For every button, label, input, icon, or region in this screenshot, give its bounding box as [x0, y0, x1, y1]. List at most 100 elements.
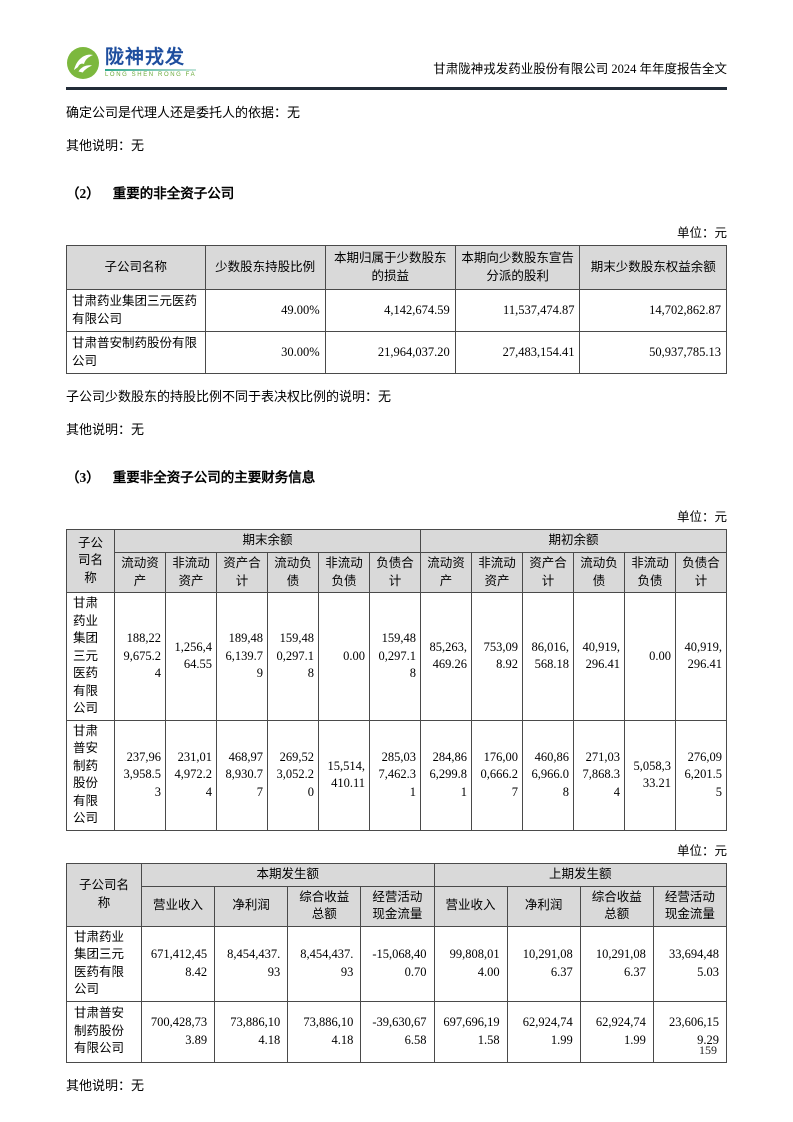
value-cell: 159,480,297.18 — [267, 592, 319, 721]
value-cell: 10,291,086.37 — [506, 925, 581, 1002]
col-header: 经营活动现金流量 — [360, 885, 435, 927]
unit-label-2: 单位：元 — [676, 510, 727, 524]
group-header-current: 本期发生额 — [141, 862, 435, 887]
value-cell: 276,096,201.55 — [675, 719, 727, 831]
section-3-title: 重要非全资子公司的主要财务信息 — [112, 470, 316, 485]
sub-header-row: 流动资产 非流动资产 资产合计 流动负债 非流动负债 负债合计 流动资产 非流动… — [67, 552, 727, 593]
col-header: 非流动资产 — [165, 552, 217, 593]
brand-logo-icon — [67, 47, 99, 79]
document-title: 甘肃陇神戎发药业股份有限公司 2024 年年度报告全文 — [433, 62, 727, 76]
value-cell: 188,229,675.24 — [114, 592, 166, 721]
other-note-line-2: 其他说明：无 — [66, 421, 145, 437]
group-header-beginning: 期初余额 — [420, 529, 727, 553]
value-cell: 15,514,410.11 — [318, 719, 370, 831]
col-header: 期末少数股东权益余额 — [579, 245, 727, 290]
table-row: 甘肃普安制药股份有限公司 30.00% 21,964,037.20 27,483… — [66, 331, 727, 374]
group-header-prior: 上期发生额 — [433, 862, 727, 887]
value-cell: 73,886,104.18 — [287, 1000, 362, 1063]
other-note-line-1: 其他说明：无 — [66, 137, 145, 153]
col-header: 子公司名称 — [66, 245, 206, 290]
col-header: 负债合计 — [675, 552, 727, 593]
value-cell: 189,486,139.79 — [216, 592, 268, 721]
corner-header: 子公司名称 — [66, 862, 142, 927]
col-header: 流动资产 — [114, 552, 166, 593]
value-cell: -39,630,676.58 — [360, 1000, 435, 1063]
table-row: 甘肃药业集团三元医药有限公司 671,412,458.42 8,454,437.… — [66, 925, 728, 1002]
col-header: 非流动资产 — [471, 552, 523, 593]
value-cell: 284,866,299.81 — [420, 719, 472, 831]
section-2-heading: （2） 重要的非全资子公司 — [66, 182, 727, 202]
subsidiary-name: 甘肃普安制药股份有限公司 — [66, 1000, 142, 1063]
col-header: 本期归属于少数股东的损益 — [324, 245, 456, 290]
subsidiary-name: 甘肃普安制药股份有限公司 — [66, 331, 206, 374]
value-cell: 21,964,037.20 — [324, 331, 456, 374]
value-cell: 62,924,741.99 — [506, 1000, 581, 1063]
value-cell: 8,454,437.93 — [214, 925, 289, 1002]
value-cell: 700,428,733.89 — [140, 1000, 216, 1063]
value-cell: 86,016,568.18 — [522, 592, 574, 721]
value-cell: 5,058,333.21 — [624, 719, 676, 831]
section-2-number: （2） — [66, 186, 100, 201]
col-header: 营业收入 — [140, 885, 216, 927]
col-header: 净利润 — [506, 885, 581, 927]
value-cell: -15,068,400.70 — [360, 925, 435, 1002]
table-row: 甘肃普安制药股份有限公司 700,428,733.89 73,886,104.1… — [66, 1000, 728, 1063]
col-header: 流动资产 — [420, 552, 472, 593]
brand-underline — [105, 69, 197, 71]
group-header-row: 子公司名称 期末余额 期初余额 — [66, 529, 727, 593]
value-cell: 99,808,014.00 — [433, 925, 508, 1002]
sub-header-row: 营业收入 净利润 综合收益总额 经营活动现金流量 营业收入 净利润 综合收益总额… — [67, 885, 728, 927]
unit-label-1: 单位：元 — [676, 226, 727, 240]
page-number: 159 — [699, 1043, 717, 1057]
value-cell: 23,606,159.29 — [652, 1000, 728, 1063]
section-2-title: 重要的非全资子公司 — [112, 186, 235, 201]
balance-sheet-table: 子公司名称 期末余额 期初余额 流动资产 非流动资产 资产合计 流动负债 非流动… — [66, 529, 727, 831]
col-header: 本期向少数股东宣告分派的股利 — [454, 245, 581, 290]
value-cell: 50,937,785.13 — [579, 331, 727, 374]
value-cell: 40,919,296.41 — [573, 592, 625, 721]
value-cell: 33,694,485.03 — [652, 925, 728, 1002]
value-cell: 159,480,297.18 — [369, 592, 421, 721]
voting-ratio-note: 子公司少数股东的持股比例不同于表决权比例的说明：无 — [66, 389, 392, 404]
col-header: 流动负债 — [267, 552, 319, 593]
value-cell: 176,000,666.27 — [471, 719, 523, 831]
brand-text: 陇神戎发 LONG SHEN RONG FA — [105, 47, 197, 78]
page-content: 确定公司是代理人还是委托人的依据：无 其他说明：无 （2） 重要的非全资子公司 单… — [0, 103, 793, 1095]
col-header: 营业收入 — [433, 885, 508, 927]
col-header: 资产合计 — [216, 552, 268, 593]
table-row: 甘肃普安制药股份有限公司 237,963,958.53 231,014,972.… — [66, 719, 727, 831]
brand-name-cn: 陇神戎发 — [105, 47, 186, 68]
value-cell: 4,142,674.59 — [324, 289, 456, 332]
value-cell: 10,291,086.37 — [579, 925, 654, 1002]
value-cell: 1,256,464.55 — [165, 592, 217, 721]
unit-label-3: 单位：元 — [676, 843, 727, 858]
value-cell: 30.00% — [204, 331, 326, 374]
col-header: 非流动负债 — [624, 552, 676, 593]
other-note-line-3: 其他说明：无 — [66, 1077, 145, 1093]
col-header: 净利润 — [214, 885, 289, 927]
table-header-row: 子公司名称 少数股东持股比例 本期归属于少数股东的损益 本期向少数股东宣告分派的… — [66, 245, 727, 290]
corner-header: 子公司名称 — [66, 529, 115, 593]
value-cell: 27,483,154.41 — [454, 331, 581, 374]
col-header: 综合收益总额 — [579, 885, 654, 927]
section-3-heading: （3） 重要非全资子公司的主要财务信息 — [66, 466, 727, 486]
col-header: 经营活动现金流量 — [652, 885, 728, 927]
col-header: 非流动负债 — [318, 552, 370, 593]
header-divider — [66, 87, 727, 90]
col-header: 少数股东持股比例 — [204, 245, 326, 290]
subsidiary-name: 甘肃药业集团三元医药有限公司 — [66, 925, 142, 1002]
value-cell: 8,454,437.93 — [287, 925, 362, 1002]
value-cell: 285,037,462.31 — [369, 719, 421, 831]
value-cell: 85,263,469.26 — [420, 592, 472, 721]
value-cell: 269,523,052.20 — [267, 719, 319, 831]
agent-basis-line: 确定公司是代理人还是委托人的依据：无 — [66, 105, 301, 120]
value-cell: 0.00 — [318, 592, 370, 721]
company-logo: 陇神戎发 LONG SHEN RONG FA — [66, 46, 197, 80]
col-header: 资产合计 — [522, 552, 574, 593]
col-header: 综合收益总额 — [287, 885, 362, 927]
value-cell: 753,098.92 — [471, 592, 523, 721]
value-cell: 14,702,862.87 — [579, 289, 727, 332]
table-row: 甘肃药业集团三元医药有限公司 49.00% 4,142,674.59 11,53… — [66, 289, 727, 332]
value-cell: 11,537,474.87 — [454, 289, 581, 332]
